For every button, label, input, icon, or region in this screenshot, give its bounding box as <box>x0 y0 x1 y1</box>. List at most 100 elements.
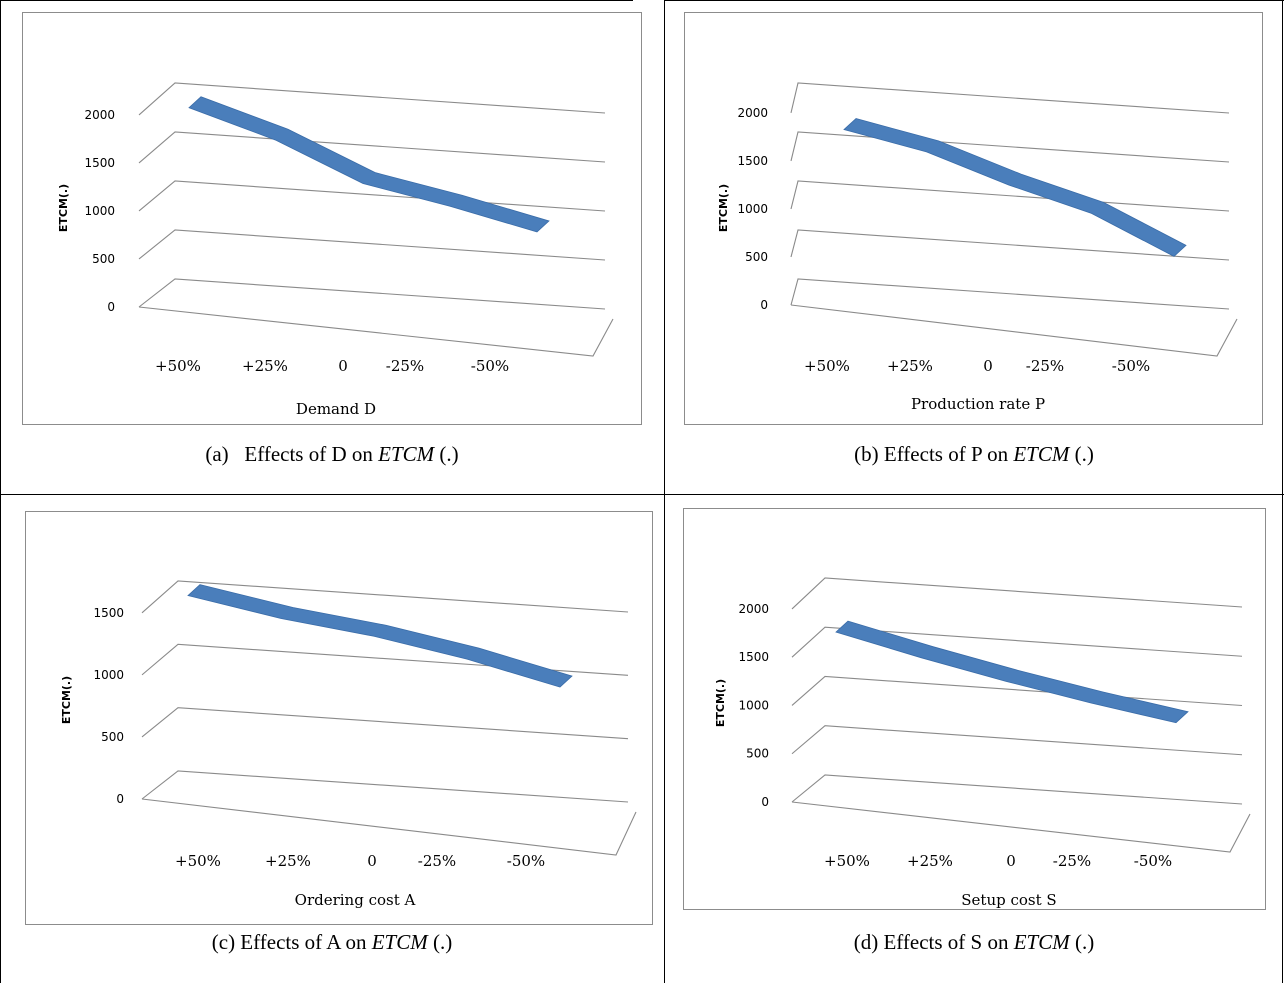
chart-c: 0 500 1000 1500 ETCM(.) +50% +25% 0 -25% -50% Orde… <box>60 580 637 909</box>
gridline-0 <box>138 278 606 310</box>
gridline-1500 <box>790 131 1230 163</box>
gridline-2000 <box>791 577 1243 610</box>
y-tick-label: 0 <box>107 300 115 314</box>
x-tick-label: 0 <box>338 357 348 375</box>
caption-a-suffix: (.) <box>434 442 459 466</box>
series-ribbon <box>187 584 573 688</box>
table-border-top-left <box>0 0 633 1</box>
y-tick-label: 500 <box>745 250 768 264</box>
panel-d: 0 500 1000 1500 2000 ETCM(.) +50% +25% 0 -25% -50%… <box>665 495 1283 983</box>
chart-a: 0 500 1000 1500 2000 ETCM(.) +50% +25% 0 -25% -50%… <box>57 82 614 418</box>
caption-b-suffix: (.) <box>1069 442 1094 466</box>
y-tick-label: 1000 <box>737 202 768 216</box>
x-tick-label: -25% <box>386 357 424 375</box>
gridline-2000 <box>138 82 606 116</box>
y-tick-label: 2000 <box>738 602 769 616</box>
y-tick-label: 500 <box>101 730 124 744</box>
gridline-0 <box>790 278 1230 310</box>
x-tick-label: +25% <box>242 357 288 375</box>
table-border-top-right <box>664 0 1284 1</box>
chart-frame-a: 0 500 1000 1500 2000 ETCM(.) +50% +25% 0 -25% -50%… <box>22 12 642 425</box>
y-tick-label: 1000 <box>84 204 115 218</box>
floor-edge <box>141 798 637 856</box>
gridline-2000 <box>790 82 1230 114</box>
x-axis-label: Production rate P <box>911 395 1045 413</box>
caption-d: (d) Effects of S on ETCM (.) <box>665 930 1283 955</box>
table-border-middle <box>0 494 1284 495</box>
gridline-500 <box>791 725 1243 756</box>
y-tick-label: 1000 <box>93 668 124 682</box>
x-tick-label: +50% <box>155 357 201 375</box>
gridline-500 <box>790 229 1230 261</box>
gridline-0 <box>791 774 1243 805</box>
series-ribbon <box>843 118 1187 257</box>
caption-b: (b) Effects of P on ETCM (.) <box>665 442 1283 467</box>
y-axis-label: ETCM(.) <box>714 679 727 727</box>
x-tick-label: -50% <box>471 357 509 375</box>
floor-edge <box>790 304 1238 357</box>
floor-edge <box>138 306 614 357</box>
gridline-500 <box>138 229 606 261</box>
panel-c: 0 500 1000 1500 ETCM(.) +50% +25% 0 -25% -50% Orde… <box>0 495 664 983</box>
gridline-0 <box>141 770 629 803</box>
y-tick-label: 1500 <box>84 156 115 170</box>
chart-frame-c: 0 500 1000 1500 ETCM(.) +50% +25% 0 -25% -50% Orde… <box>25 511 653 925</box>
x-tick-label: -25% <box>418 852 456 870</box>
x-tick-label: 0 <box>983 357 993 375</box>
x-tick-label: +50% <box>175 852 221 870</box>
x-tick-label: +50% <box>804 357 850 375</box>
x-tick-label: +25% <box>265 852 311 870</box>
y-tick-label: 2000 <box>737 106 768 120</box>
chart-frame-d: 0 500 1000 1500 2000 ETCM(.) +50% +25% 0 -25% -50%… <box>683 508 1266 910</box>
chart-frame-b: 0 500 1000 1500 2000 ETCM(.) +50% +25% 0 -25% -50%… <box>684 12 1263 425</box>
y-axis-label: ETCM(.) <box>717 184 730 232</box>
table-border-left <box>0 0 1 983</box>
y-tick-label: 2000 <box>84 108 115 122</box>
gridline-1000 <box>141 643 629 676</box>
x-axis-label: Demand D <box>296 400 376 418</box>
y-tick-label: 1500 <box>738 650 769 664</box>
x-tick-label: +50% <box>824 852 870 870</box>
y-tick-label: 500 <box>746 747 769 761</box>
y-tick-label: 1500 <box>737 154 768 168</box>
y-tick-label: 0 <box>761 795 769 809</box>
x-tick-label: +25% <box>887 357 933 375</box>
table-border-right <box>1282 0 1283 983</box>
x-tick-label: 0 <box>367 852 377 870</box>
chart-d: 0 500 1000 1500 2000 ETCM(.) +50% +25% 0 -25% -50%… <box>714 577 1251 909</box>
caption-b-italic: ETCM <box>1013 442 1070 466</box>
x-tick-label: -50% <box>1112 357 1150 375</box>
x-tick-label: -25% <box>1053 852 1091 870</box>
gridline-500 <box>141 707 629 740</box>
caption-a: (a) Effects of D on ETCM (.) <box>0 442 664 467</box>
y-tick-label: 1500 <box>93 606 124 620</box>
y-axis-label: ETCM(.) <box>57 184 70 232</box>
series-ribbon <box>835 620 1189 724</box>
caption-a-italic: ETCM <box>378 442 435 466</box>
caption-a-prefix: (a) Effects of D on <box>205 442 379 466</box>
caption-d-italic: ETCM <box>1013 930 1070 954</box>
caption-c: (c) Effects of A on ETCM (.) <box>0 930 664 955</box>
x-axis-label: Ordering cost A <box>295 891 416 909</box>
y-tick-label: 1000 <box>738 698 769 712</box>
y-axis-label: ETCM(.) <box>60 676 73 724</box>
gridline-1500 <box>791 626 1243 658</box>
caption-c-prefix: (c) Effects of A on <box>211 930 372 954</box>
gridline-1500 <box>141 580 629 614</box>
series-ribbon <box>188 96 550 233</box>
gridline-1500 <box>138 131 606 164</box>
x-axis-label: Setup cost S <box>961 891 1056 909</box>
x-tick-label: -50% <box>1134 852 1172 870</box>
x-tick-label: -50% <box>507 852 545 870</box>
caption-d-suffix: (.) <box>1069 930 1095 954</box>
x-tick-label: 0 <box>1006 852 1016 870</box>
caption-c-suffix: (.) <box>427 930 453 954</box>
floor-edge <box>791 801 1251 853</box>
y-tick-label: 500 <box>92 252 115 266</box>
y-tick-label: 0 <box>116 792 124 806</box>
chart-b: 0 500 1000 1500 2000 ETCM(.) +50% +25% 0 -25% -50%… <box>717 82 1238 413</box>
table-border-center <box>664 0 665 983</box>
caption-c-italic: ETCM <box>371 930 428 954</box>
x-tick-label: +25% <box>907 852 953 870</box>
